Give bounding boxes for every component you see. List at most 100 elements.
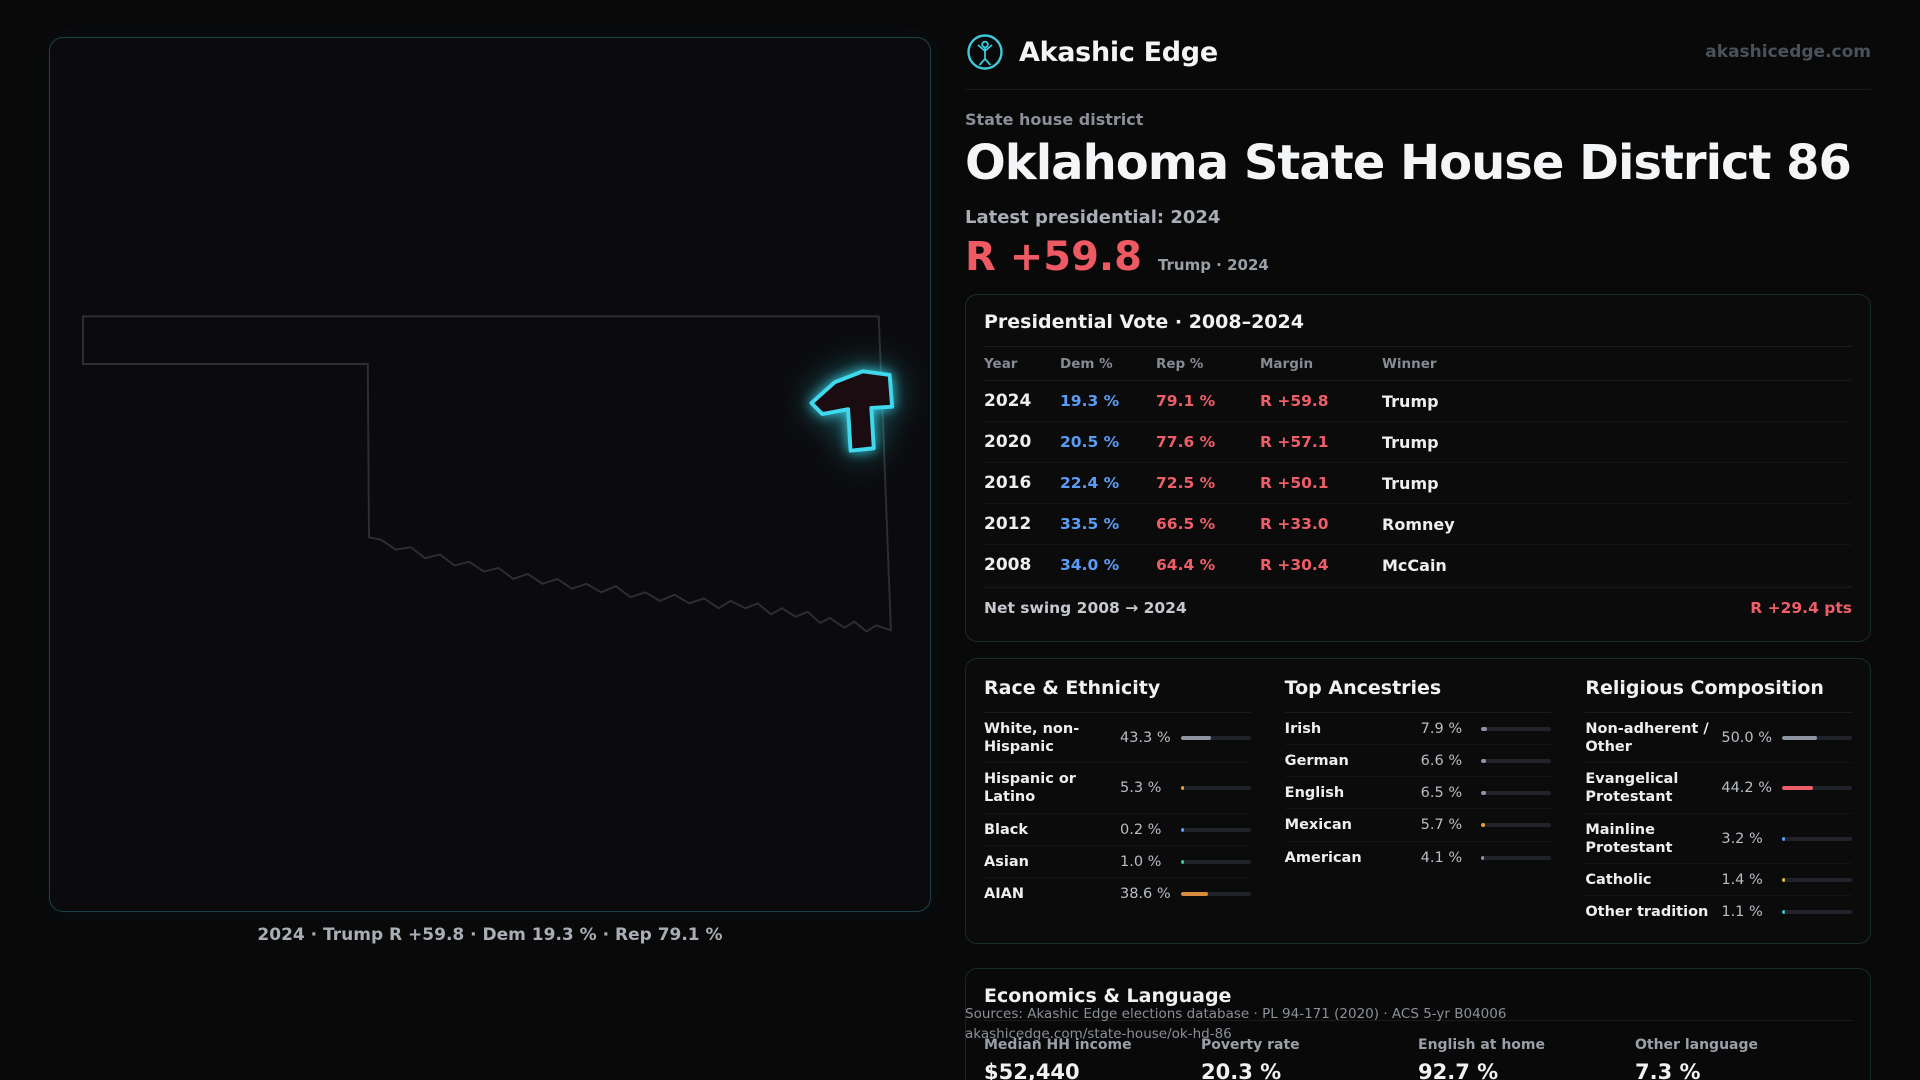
map-caption: 2024 · Trump R +59.8 · Dem 19.3 % · Rep … (257, 925, 723, 945)
dem-cell: 20.5 % (1060, 433, 1120, 451)
stat-median-income: Median HH income $52,440 (984, 1037, 1201, 1080)
district-86-highlight[interactable] (809, 369, 895, 453)
bar-fill (1481, 823, 1486, 828)
list-item: Irish 7.9 % (1284, 713, 1552, 746)
table-row: 2008 34.0 % 64.4 % R +30.4 McCain (984, 545, 1852, 586)
stat-english-at-home: English at home 92.7 % (1418, 1037, 1635, 1080)
winner-cell: Trump (1382, 432, 1439, 452)
bar-fill (1782, 877, 1786, 882)
vote-card-title: Presidential Vote · 2008–2024 (984, 311, 1304, 333)
divider (1585, 712, 1853, 713)
bar-fill (1782, 736, 1818, 741)
bar-fill (1180, 827, 1184, 832)
demo-label: Mexican (1284, 817, 1352, 834)
list-item: AIAN 38.6 % (984, 878, 1251, 909)
list-item: German 6.6 % (1284, 745, 1552, 778)
dem-cell: 33.5 % (1060, 515, 1120, 533)
table-row: 2016 22.4 % 72.5 % R +50.1 Trump (984, 463, 1852, 504)
app-header: Akashic Edge akashicedge.com (965, 32, 1871, 90)
demo-value: 44.2 % (1721, 780, 1773, 797)
margin-cell: R +33.0 (1260, 515, 1329, 533)
divider (984, 346, 1852, 347)
divider (1284, 712, 1552, 713)
latest-presidential-label: Latest presidential: 2024 (965, 207, 1221, 228)
bar-fill (1481, 791, 1486, 796)
demo-label: Non-adherent / Other (1585, 721, 1709, 756)
margin-cell: R +50.1 (1260, 474, 1329, 492)
list-item: English 6.5 % (1284, 777, 1552, 810)
rep-cell: 66.5 % (1156, 515, 1216, 533)
year-cell: 2020 (984, 432, 1032, 452)
bar-track (1782, 909, 1853, 914)
stat-label: Other language (1635, 1037, 1758, 1053)
headline-margin-value: R +59.8 (965, 234, 1142, 280)
demo-label: Black (984, 821, 1029, 838)
list-item: Asian 1.0 % (984, 846, 1251, 878)
economics-title: Economics & Language (984, 985, 1232, 1007)
brand-domain-link[interactable]: akashicedge.com (1705, 42, 1871, 62)
demo-label: Other tradition (1585, 903, 1709, 920)
bar-fill (1782, 836, 1786, 841)
permalink[interactable]: akashicedge.com/state-house/ok-hd-86 (965, 1026, 1232, 1042)
margin-cell: R +57.1 (1260, 433, 1329, 451)
bar-fill (1782, 909, 1786, 914)
brand-name: Akashic Edge (1019, 36, 1218, 68)
economics-stats: Median HH income $52,440 Poverty rate 20… (984, 1037, 1852, 1080)
col-winner: Winner (1382, 355, 1437, 372)
religion-title: Religious Composition (1585, 677, 1824, 699)
demo-label: Mainline Protestant (1585, 821, 1673, 856)
rep-cell: 79.1 % (1156, 392, 1216, 410)
bar-track (1481, 727, 1552, 732)
demo-label: English (1284, 785, 1345, 802)
year-cell: 2024 (984, 391, 1032, 411)
bar-fill (1180, 891, 1208, 896)
table-row: 2012 33.5 % 66.5 % R +33.0 Romney (984, 504, 1852, 545)
list-item: Mainline Protestant 3.2 % (1585, 814, 1853, 864)
year-cell: 2008 (984, 555, 1032, 575)
detail-panel: Akashic Edge akashicedge.com State house… (965, 0, 1871, 1080)
divider (984, 1020, 1852, 1021)
demo-value: 1.4 % (1721, 871, 1763, 888)
bar-track (1782, 736, 1853, 741)
religious-composition-section: Religious Composition Non-adherent / Oth… (1585, 677, 1853, 927)
demographics-card: Race & Ethnicity White, non-Hispanic 43.… (965, 658, 1871, 944)
bar-track (1180, 736, 1251, 741)
year-cell: 2016 (984, 473, 1032, 493)
winner-cell: Trump (1382, 473, 1439, 493)
list-item: Non-adherent / Other 50.0 % (1585, 713, 1853, 764)
bar-track (1782, 877, 1853, 882)
bar-fill (1782, 786, 1813, 791)
bar-track (1180, 786, 1251, 791)
headline-margin: R +59.8 Trump · 2024 (965, 234, 1871, 280)
bar-fill (1481, 855, 1485, 860)
stat-value: 92.7 % (1418, 1060, 1499, 1080)
list-item: Black 0.2 % (984, 814, 1251, 846)
rep-cell: 64.4 % (1156, 556, 1216, 574)
bar-fill (1180, 736, 1211, 741)
col-margin: Margin (1260, 355, 1314, 372)
list-item: Mexican 5.7 % (1284, 809, 1552, 842)
demo-value: 43.3 % (1120, 730, 1171, 747)
bar-track (1180, 859, 1251, 864)
demo-label: AIAN (984, 885, 1024, 902)
bar-fill (1180, 859, 1184, 864)
bar-fill (1481, 727, 1487, 732)
demo-label: Irish (1284, 721, 1322, 737)
bar-fill (1180, 786, 1185, 791)
net-swing-value: R +29.4 pts (1750, 598, 1852, 617)
race-ethnicity-section: Race & Ethnicity White, non-Hispanic 43.… (984, 677, 1251, 927)
winner-cell: McCain (1382, 555, 1447, 575)
district-type-eyebrow: State house district (965, 110, 1144, 129)
demo-value: 5.7 % (1420, 817, 1463, 834)
economics-language-card: Economics & Language Median HH income $5… (965, 968, 1871, 1080)
demo-label: Hispanic or Latino (984, 771, 1076, 806)
sources-line: Sources: Akashic Edge elections database… (965, 1006, 1507, 1022)
page-title: Oklahoma State House District 86 (965, 135, 1852, 191)
stat-value: 7.3 % (1635, 1060, 1701, 1080)
bar-track (1782, 786, 1853, 791)
divider (984, 712, 1251, 713)
net-swing-label: Net swing 2008 → 2024 (984, 598, 1187, 617)
net-swing-row: Net swing 2008 → 2024 R +29.4 pts (984, 587, 1852, 627)
demo-value: 4.1 % (1420, 849, 1463, 866)
year-cell: 2012 (984, 514, 1032, 534)
